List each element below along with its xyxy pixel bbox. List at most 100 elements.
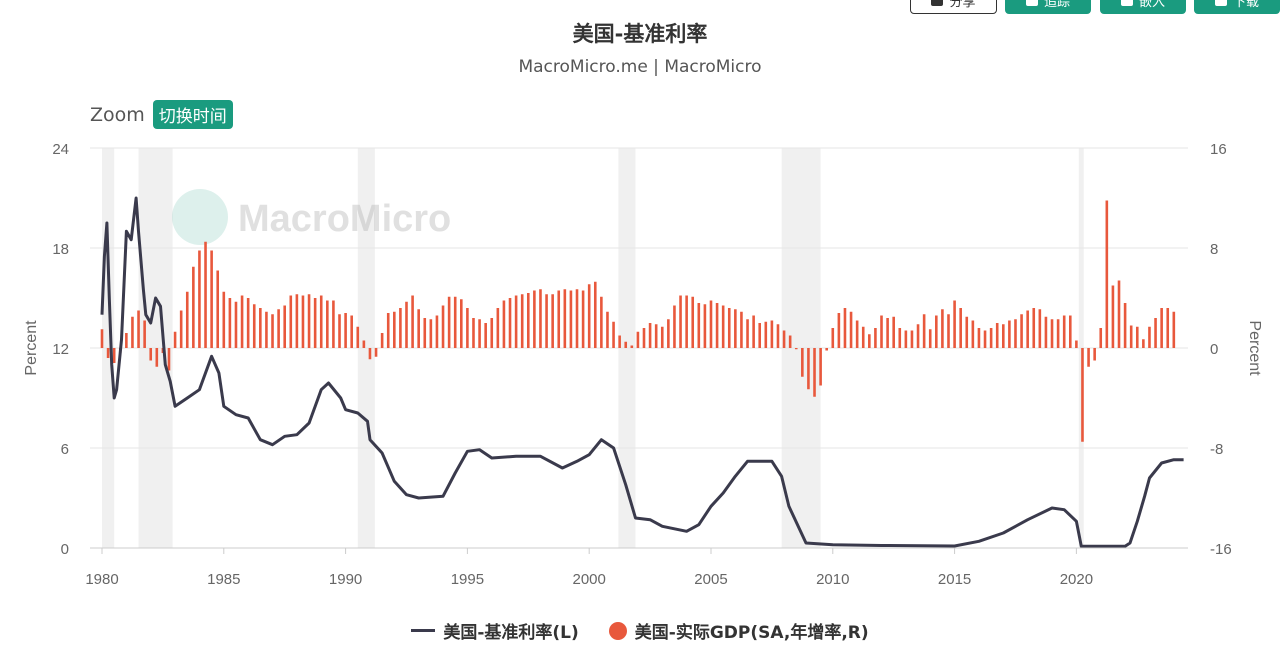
y-tick-left-label: 18 bbox=[52, 241, 69, 258]
gdp-bar bbox=[995, 323, 999, 348]
gdp-bar bbox=[855, 320, 859, 348]
gdp-bar bbox=[380, 333, 384, 348]
gdp-bar bbox=[216, 270, 220, 348]
gdp-bar bbox=[630, 345, 634, 348]
gdp-bar bbox=[636, 331, 640, 348]
gdp-bar bbox=[100, 329, 104, 348]
embed-button[interactable]: 嵌入 bbox=[1100, 0, 1186, 14]
gdp-bar bbox=[861, 326, 865, 348]
share-button-label: 分享 bbox=[949, 0, 976, 10]
gdp-bar bbox=[386, 313, 390, 348]
gdp-bar bbox=[1105, 200, 1109, 348]
gdp-bar bbox=[259, 308, 262, 348]
gdp-bar bbox=[112, 348, 116, 363]
gdp-bar bbox=[441, 305, 445, 348]
gdp-bar bbox=[332, 300, 335, 348]
gdp-bar bbox=[222, 291, 226, 348]
gdp-bar bbox=[1135, 326, 1139, 348]
share-button[interactable]: 分享 bbox=[910, 0, 997, 14]
gdp-bar bbox=[569, 290, 573, 348]
legend-line-swatch bbox=[411, 629, 436, 632]
gdp-bar bbox=[502, 300, 506, 348]
legend-label-gdp: 美国-实际GDP(SA,年增率,R) bbox=[634, 623, 869, 643]
gdp-bar bbox=[155, 348, 159, 367]
gdp-bar bbox=[819, 348, 822, 386]
y-tick-right-label: 8 bbox=[1210, 241, 1218, 258]
gdp-bar bbox=[727, 308, 731, 348]
gdp-bar bbox=[429, 319, 433, 348]
x-tick-label: 2000 bbox=[573, 571, 606, 588]
gdp-bar bbox=[1148, 326, 1151, 348]
download-button[interactable]: 下载 bbox=[1194, 0, 1280, 14]
gdp-bar bbox=[880, 315, 883, 348]
legend-item-rate[interactable]: 美国-基准利率(L) bbox=[411, 618, 579, 643]
y-tick-right-label: -16 bbox=[1210, 541, 1232, 558]
gdp-bar bbox=[460, 299, 463, 348]
gdp-bar bbox=[593, 281, 597, 348]
gdp-bar bbox=[1044, 316, 1048, 348]
gdp-bar bbox=[989, 328, 993, 348]
gdp-bar bbox=[1087, 348, 1090, 367]
gdp-bar bbox=[368, 348, 372, 360]
gdp-bar bbox=[338, 314, 341, 348]
gdp-bar bbox=[1002, 324, 1005, 348]
x-tick-label: 2020 bbox=[1060, 571, 1093, 588]
gdp-bar bbox=[1093, 348, 1096, 361]
y-axis-left-label: Percent bbox=[23, 320, 40, 376]
gdp-bar bbox=[143, 320, 146, 348]
gdp-bar bbox=[752, 315, 755, 348]
gdp-bar bbox=[551, 294, 554, 348]
gdp-bar bbox=[825, 348, 828, 351]
y-tick-left-label: 24 bbox=[52, 141, 69, 158]
gdp-bar bbox=[1081, 348, 1084, 442]
track-button[interactable]: 追踪 bbox=[1005, 0, 1091, 14]
gdp-bar bbox=[673, 305, 676, 348]
gdp-bar bbox=[843, 308, 847, 348]
gdp-bar bbox=[173, 331, 177, 348]
chart-subtitle: MacroMicro.me | MacroMicro bbox=[518, 57, 762, 77]
gdp-bar bbox=[1099, 328, 1103, 348]
gdp-bar bbox=[405, 301, 408, 348]
gdp-bar bbox=[1032, 308, 1036, 348]
gdp-bar bbox=[466, 308, 469, 348]
gdp-bar bbox=[1142, 339, 1145, 348]
gdp-bar bbox=[715, 303, 719, 348]
gdp-bar bbox=[928, 329, 932, 348]
gdp-bar bbox=[508, 298, 512, 348]
legend-item-gdp[interactable]: 美国-实际GDP(SA,年增率,R) bbox=[608, 618, 869, 643]
rate-series-line bbox=[100, 196, 1184, 548]
y-tick-left-label: 6 bbox=[61, 441, 69, 458]
gdp-bar bbox=[490, 318, 494, 348]
gdp-bar bbox=[740, 311, 743, 348]
gdp-bar bbox=[624, 341, 628, 348]
gdp-bar bbox=[137, 310, 140, 348]
gdp-bar bbox=[1020, 314, 1023, 348]
y-tick-right-label: 0 bbox=[1210, 341, 1218, 358]
gdp-bar bbox=[204, 241, 207, 348]
gdp-bar bbox=[813, 348, 816, 397]
gdp-bar bbox=[679, 295, 682, 348]
gdp-bar bbox=[581, 290, 585, 348]
gdp-bar bbox=[758, 323, 762, 348]
track-icon bbox=[1025, 0, 1038, 6]
x-tick-label: 1995 bbox=[451, 571, 484, 588]
gdp-bar bbox=[941, 309, 944, 348]
gdp-bar bbox=[770, 320, 774, 348]
gdp-bar bbox=[411, 295, 414, 348]
gdp-bar bbox=[801, 348, 804, 377]
gdp-bar bbox=[734, 309, 737, 348]
gdp-bar bbox=[520, 294, 524, 348]
gdp-bar bbox=[1056, 319, 1060, 348]
gdp-bar bbox=[295, 294, 299, 348]
zoom-range-button[interactable]: 切换时间 bbox=[152, 100, 233, 129]
gdp-bar bbox=[106, 348, 110, 358]
gdp-bar bbox=[319, 295, 323, 348]
gdp-bar bbox=[496, 308, 500, 348]
share-icon bbox=[931, 0, 944, 6]
gdp-bar bbox=[916, 324, 920, 348]
gdp-bar bbox=[660, 326, 664, 348]
gdp-bar bbox=[234, 301, 238, 348]
gdp-bar bbox=[277, 309, 280, 348]
gdp-bar bbox=[898, 328, 902, 348]
